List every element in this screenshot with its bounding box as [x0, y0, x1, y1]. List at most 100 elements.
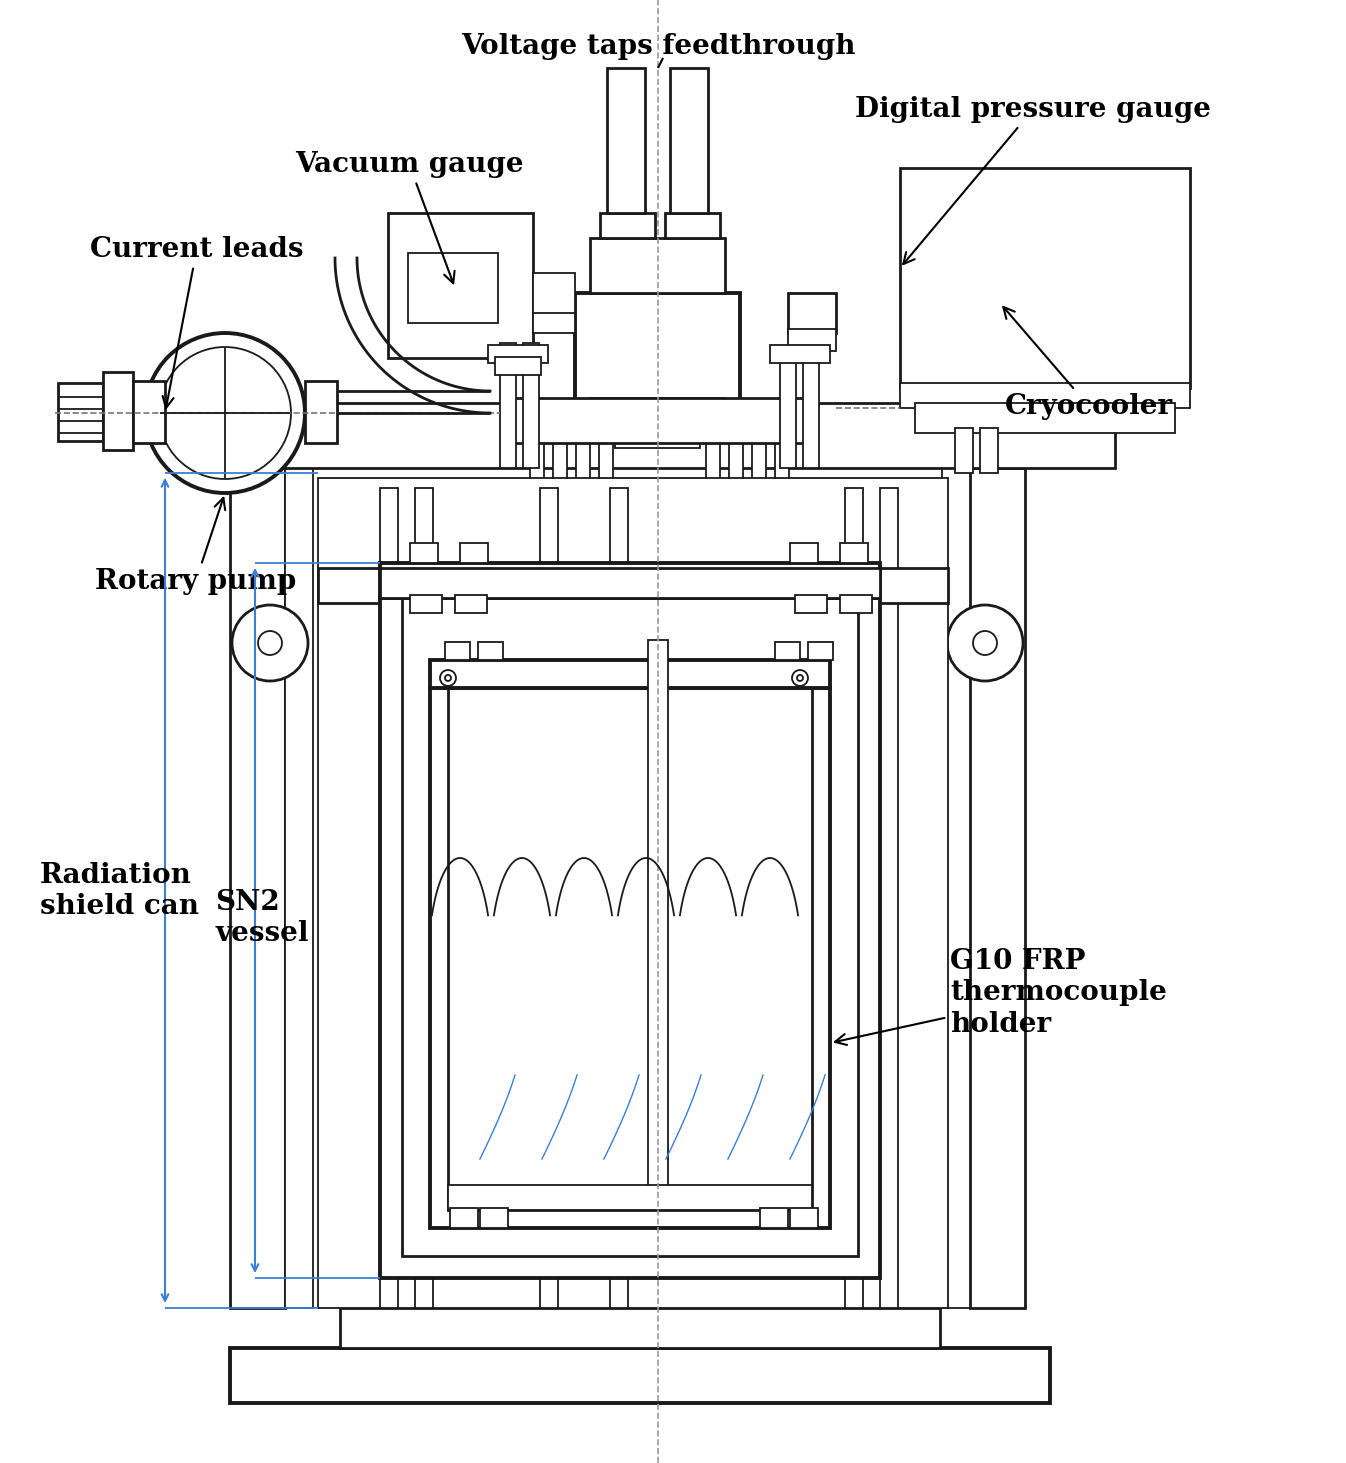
Bar — [600, 408, 715, 429]
Bar — [530, 443, 544, 518]
Bar — [795, 595, 826, 613]
Bar — [804, 353, 818, 468]
Bar — [575, 293, 740, 402]
Bar — [840, 595, 872, 613]
Text: Digital pressure gauge: Digital pressure gauge — [855, 97, 1211, 265]
Circle shape — [145, 334, 306, 493]
Bar — [553, 443, 567, 518]
Bar — [790, 1208, 818, 1227]
Bar — [133, 380, 166, 443]
Bar — [775, 443, 789, 518]
Bar — [230, 1347, 1050, 1403]
Bar — [408, 253, 498, 323]
Bar — [845, 489, 863, 1308]
Bar — [411, 595, 441, 613]
Bar — [318, 568, 948, 603]
Text: Current leads: Current leads — [90, 236, 303, 408]
Bar — [341, 1308, 940, 1347]
Bar — [787, 329, 836, 351]
Bar — [790, 543, 818, 563]
Bar — [665, 214, 720, 238]
Bar — [610, 489, 629, 1308]
Circle shape — [446, 674, 451, 680]
Bar — [670, 67, 708, 214]
Bar — [900, 168, 1190, 388]
Bar — [388, 214, 533, 358]
Text: Voltage taps feedthrough: Voltage taps feedthrough — [460, 34, 855, 60]
Bar — [533, 313, 575, 334]
Bar — [429, 598, 462, 617]
Bar — [380, 489, 398, 1308]
Text: G10 FRP
thermocouple
holder: G10 FRP thermocouple holder — [835, 948, 1167, 1045]
Bar — [306, 380, 336, 443]
Bar — [446, 642, 470, 660]
Circle shape — [159, 347, 291, 478]
Bar — [775, 642, 800, 660]
Bar — [590, 238, 725, 293]
Bar — [956, 429, 973, 473]
Bar — [980, 429, 997, 473]
Circle shape — [232, 606, 308, 680]
Bar — [58, 383, 104, 440]
Bar — [448, 1185, 812, 1210]
Bar — [429, 688, 830, 1227]
Bar — [808, 642, 833, 660]
Bar — [448, 688, 812, 1210]
Bar — [540, 489, 559, 1308]
Text: SN2
vessel: SN2 vessel — [215, 890, 308, 947]
Bar — [600, 214, 656, 238]
Bar — [380, 598, 880, 1279]
Text: Vacuum gauge: Vacuum gauge — [295, 151, 524, 284]
Bar — [380, 568, 880, 598]
Bar — [533, 274, 575, 317]
Bar — [787, 293, 836, 334]
Bar — [510, 398, 805, 443]
Circle shape — [973, 631, 997, 655]
Bar — [900, 383, 1190, 408]
Bar — [450, 1208, 478, 1227]
Bar — [460, 543, 489, 563]
Bar — [429, 660, 830, 688]
Circle shape — [440, 670, 456, 686]
Bar — [770, 345, 830, 363]
Text: Cryocooler: Cryocooler — [1003, 307, 1174, 420]
Bar — [481, 1208, 507, 1227]
Bar — [707, 443, 720, 518]
Bar — [840, 543, 868, 563]
Bar — [478, 642, 503, 660]
Bar — [730, 443, 743, 518]
Bar — [942, 468, 970, 1308]
Bar — [645, 598, 677, 617]
Bar — [599, 443, 612, 518]
Bar — [760, 1208, 787, 1227]
Bar — [590, 398, 725, 413]
Bar — [380, 563, 880, 598]
Bar — [455, 595, 487, 613]
Bar — [576, 443, 590, 518]
Bar — [880, 489, 898, 1308]
Bar — [779, 353, 795, 468]
Bar — [318, 478, 948, 1308]
Bar — [615, 423, 700, 448]
Bar — [495, 357, 541, 375]
Circle shape — [258, 631, 283, 655]
Bar — [402, 598, 857, 1257]
Circle shape — [948, 606, 1023, 680]
Bar — [607, 67, 645, 214]
Circle shape — [797, 674, 804, 680]
Circle shape — [791, 670, 808, 686]
Bar — [647, 639, 668, 1210]
Bar — [970, 468, 1026, 1308]
Bar — [752, 443, 766, 518]
Bar — [524, 342, 538, 468]
Bar — [489, 345, 548, 363]
Bar — [411, 543, 437, 563]
Bar — [499, 342, 516, 468]
Text: Rotary pump: Rotary pump — [96, 497, 296, 595]
Bar — [104, 372, 133, 451]
Bar — [600, 598, 633, 617]
Bar — [915, 402, 1175, 433]
Text: Radiation
shield can: Radiation shield can — [40, 862, 199, 920]
Bar — [195, 402, 1114, 468]
Bar — [230, 468, 285, 1308]
